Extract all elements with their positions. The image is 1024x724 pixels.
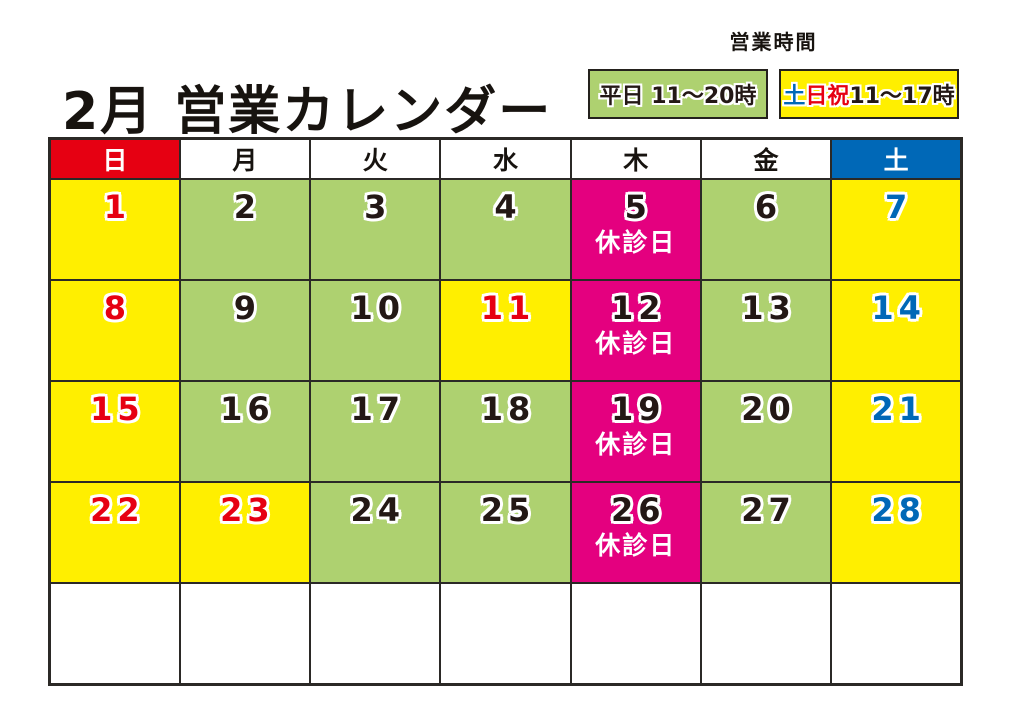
date-cell-25: 25 — [439, 481, 572, 584]
date-cell-4: 4 — [439, 178, 572, 281]
date-cell-8: 8 — [48, 279, 181, 382]
date-cell-22: 22 — [48, 481, 181, 584]
date-cell-19: 19 休診日 — [569, 380, 702, 483]
closed-day-label: 休診日 — [595, 329, 677, 359]
date-cell-26: 26 休診日 — [569, 481, 702, 584]
date-cell-16: 16 — [178, 380, 312, 483]
header-cell-thursday: 木 — [569, 137, 702, 180]
hours-legend: 平日 11～20時土日祝 11～17時 — [588, 69, 959, 119]
date-cell-21: 21 — [830, 380, 963, 483]
date-number: 19 — [611, 390, 666, 428]
closed-day-label: 休診日 — [595, 531, 677, 561]
empty-cell — [309, 582, 442, 686]
date-cell-7: 7 — [830, 178, 963, 281]
date-number: 21 — [871, 390, 926, 428]
header-cell-tuesday: 火 — [309, 137, 442, 180]
date-cell-1: 1 — [48, 178, 181, 281]
weekday-header-row: 日月火水木金土 — [48, 137, 963, 180]
date-number: 15 — [90, 390, 145, 428]
closed-day-label: 休診日 — [595, 228, 677, 258]
date-number: 28 — [871, 491, 926, 529]
date-cell-15: 15 — [48, 380, 181, 483]
business-hours-heading: 営業時間 — [729, 30, 818, 54]
date-cell-13: 13 — [699, 279, 833, 382]
date-number: 2 — [233, 188, 262, 226]
date-number: 24 — [350, 491, 405, 529]
calendar-grid: 日月火水木金土 1 2 3 4 5 休診日 6 7 8 9 10 11 12 休診日 13 14 15 16 17 1… — [48, 137, 963, 686]
date-number: 10 — [350, 289, 405, 327]
date-number: 3 — [364, 188, 392, 226]
empty-cell — [178, 582, 312, 686]
empty-cell — [699, 582, 833, 686]
date-number: 25 — [480, 491, 536, 529]
date-number: 14 — [871, 289, 926, 327]
date-cell-3: 3 — [309, 178, 442, 281]
calendar-table: 日月火水木金土 1 2 3 4 5 休診日 6 7 8 9 10 11 12 休診日 13 14 15 16 17 1… — [48, 137, 963, 686]
header-cell-monday: 月 — [178, 137, 312, 180]
date-number: 5 — [624, 188, 652, 226]
header-cell-friday: 金 — [699, 137, 833, 180]
date-number: 4 — [494, 188, 522, 226]
date-cell-10: 10 — [309, 279, 442, 382]
week-row-5 — [48, 582, 963, 686]
legend-weekday-hours: 平日 11～20時 — [588, 69, 768, 119]
date-cell-20: 20 — [699, 380, 833, 483]
date-cell-2: 2 — [178, 178, 312, 281]
date-number: 22 — [90, 491, 145, 529]
date-number: 11 — [480, 289, 536, 327]
empty-cell — [439, 582, 572, 686]
date-cell-6: 6 — [699, 178, 833, 281]
date-number: 16 — [220, 390, 275, 428]
legend-text-segment: 11～17時 — [849, 84, 955, 109]
date-cell-23: 23 — [178, 481, 312, 584]
legend-weekend-hours: 土日祝 11～17時 — [779, 69, 959, 119]
date-cell-12: 12 休診日 — [569, 279, 702, 382]
date-cell-9: 9 — [178, 279, 312, 382]
date-cell-24: 24 — [309, 481, 442, 584]
date-number: 9 — [233, 289, 262, 327]
week-row-1: 1 2 3 4 5 休診日 6 7 — [48, 178, 963, 281]
date-number: 18 — [480, 390, 536, 428]
date-cell-18: 18 — [439, 380, 572, 483]
closed-day-label: 休診日 — [595, 430, 677, 460]
date-number: 7 — [884, 188, 913, 226]
date-cell-5: 5 休診日 — [569, 178, 702, 281]
legend-text-segment: 日祝 — [805, 84, 850, 109]
date-number: 26 — [611, 491, 666, 529]
date-number: 1 — [103, 188, 132, 226]
date-cell-28: 28 — [830, 481, 963, 584]
week-row-2: 8 9 10 11 12 休診日 13 14 — [48, 279, 963, 382]
legend-text-segment: 平日 11～20時 — [599, 84, 757, 109]
page-title: 2月 営業カレンダー — [62, 81, 553, 142]
empty-cell — [569, 582, 702, 686]
week-row-3: 15 16 17 18 19 休診日 20 21 — [48, 380, 963, 483]
date-number: 27 — [741, 491, 796, 529]
date-number: 20 — [741, 390, 796, 428]
date-number: 8 — [103, 289, 132, 327]
date-number: 23 — [220, 491, 275, 529]
empty-cell — [48, 582, 181, 686]
empty-cell — [830, 582, 963, 686]
date-cell-17: 17 — [309, 380, 442, 483]
date-number: 6 — [754, 188, 783, 226]
business-hours-block: 営業時間 平日 11～20時土日祝 11～17時 — [588, 26, 959, 119]
week-row-4: 22 23 24 25 26 休診日 27 28 — [48, 481, 963, 584]
header-cell-wednesday: 水 — [439, 137, 572, 180]
legend-text-segment: 土 — [783, 84, 806, 109]
date-number: 13 — [741, 289, 796, 327]
date-number: 17 — [350, 390, 405, 428]
header-cell-saturday: 土 — [830, 137, 963, 180]
header-cell-sunday: 日 — [48, 137, 181, 180]
date-cell-11: 11 — [439, 279, 572, 382]
date-cell-14: 14 — [830, 279, 963, 382]
date-number: 12 — [611, 289, 666, 327]
date-cell-27: 27 — [699, 481, 833, 584]
